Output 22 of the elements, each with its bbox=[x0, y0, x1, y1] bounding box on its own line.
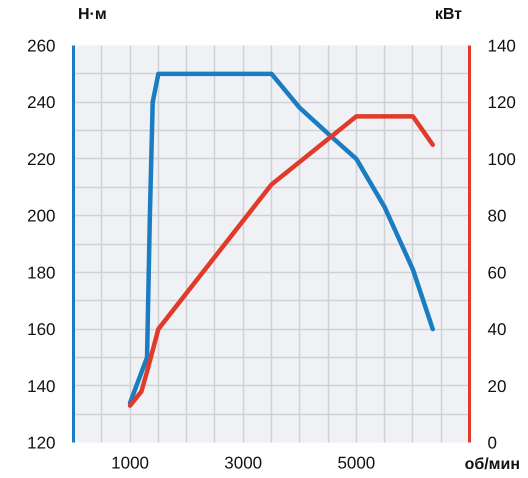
y2-tick-label: 120 bbox=[488, 93, 516, 112]
y-tick-label: 140 bbox=[27, 376, 56, 396]
y-tick-label: 120 bbox=[27, 434, 56, 452]
y-tick-label: 240 bbox=[27, 93, 56, 112]
y2-tick-label: 100 bbox=[488, 150, 516, 169]
y-axis-title: Н·м bbox=[78, 5, 107, 25]
x-axis-title: об/мин bbox=[464, 455, 520, 475]
y2-axis-title: кВт bbox=[434, 5, 462, 25]
x-tick-label: 5000 bbox=[337, 454, 376, 472]
y-tick-label: 260 bbox=[27, 36, 56, 56]
y2-tick-label: 60 bbox=[488, 263, 506, 282]
y-tick-label: 160 bbox=[27, 320, 56, 340]
y-tick-label: 180 bbox=[27, 263, 56, 282]
y2-tick-label: 140 bbox=[488, 36, 516, 56]
x-tick-label: 1000 bbox=[111, 454, 149, 472]
y-tick-label: 200 bbox=[27, 206, 56, 226]
y2-tick-label: 0 bbox=[488, 434, 497, 452]
x-tick-label: 3000 bbox=[224, 454, 262, 472]
y2-tick-label: 40 bbox=[488, 320, 506, 340]
y2-tick-label: 80 bbox=[488, 206, 506, 226]
y-tick-label: 220 bbox=[27, 150, 56, 169]
y2-tick-label: 20 bbox=[488, 376, 506, 396]
